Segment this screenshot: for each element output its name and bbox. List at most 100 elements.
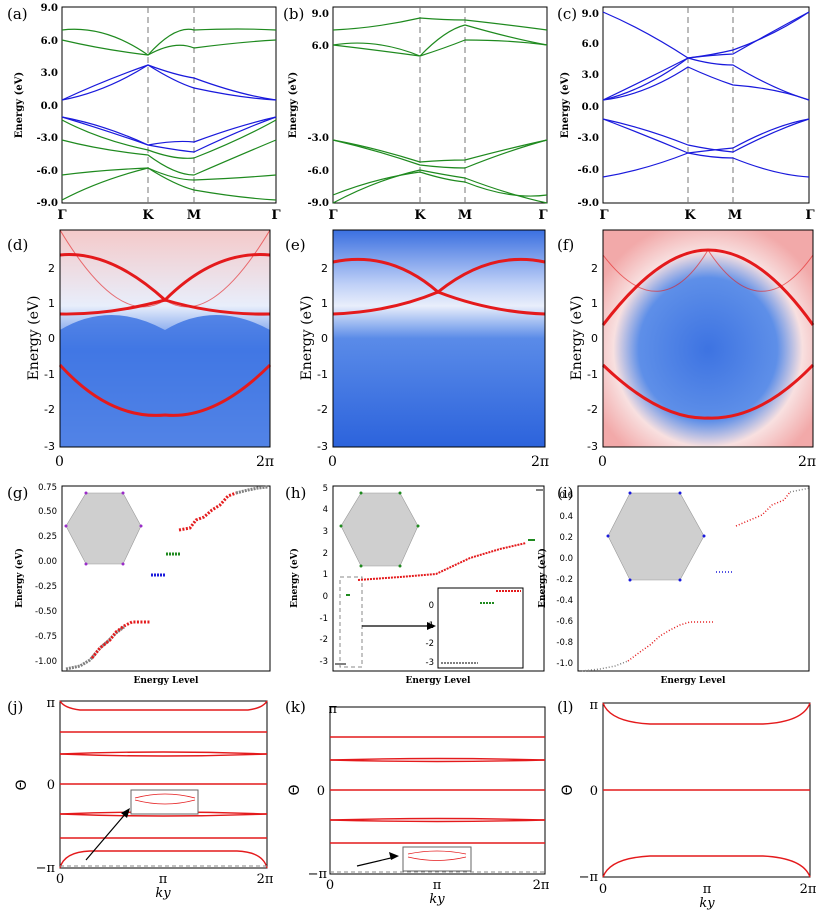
panel-letter: (c) [557,5,577,23]
xtick: π [159,872,168,887]
ytick: -1.0 [556,659,573,669]
panel-letter: (g) [7,484,28,502]
ytick: 3.0 [41,68,58,79]
ytick: −π [36,861,56,876]
xtick: 2π [256,454,274,470]
kpoint-label: K [684,208,696,223]
kpoint-label: M [458,208,472,223]
x-axis-label: ky [155,886,171,901]
x-axis-label: Energy Level [661,676,727,686]
panel-letter: (h) [285,484,306,502]
ytick: -6.0 [577,165,599,176]
ytick: 0.2 [559,533,573,543]
xtick: 2π [798,454,816,470]
ytick: 0.50 [38,507,57,517]
panel-e [332,229,546,448]
ytick: π [46,696,55,711]
ytick: 2 [48,262,55,275]
ytick: 0 [590,784,598,799]
panel-letter: (d) [7,236,28,254]
ytick: -3.0 [577,133,599,144]
y-axis-label: Energy (eV) [569,296,585,381]
ytick: 9.0 [41,3,58,14]
ytick: 0.25 [38,532,57,542]
ytick: 9.0 [582,9,599,20]
panel-l [602,702,811,878]
ytick: -9.0 [577,198,599,209]
y-axis-label: Θ [287,784,303,795]
ytick: 0.6 [559,491,573,501]
ytick: 0 [591,332,598,345]
xtick: 0 [328,454,337,470]
kpoint-label: Γ [599,208,609,223]
ytick: 2 [323,549,328,559]
ytick: π [589,698,598,713]
ytick: 6.0 [312,41,329,52]
ytick: 0 [317,784,325,799]
inset-ytick: -2 [426,639,434,649]
panel-letter: (b) [283,5,304,23]
panel-f [601,229,815,448]
ytick: -1 [317,368,328,381]
ytick: π [328,702,337,717]
inset-ytick: -1 [426,621,434,631]
panel-a [61,6,277,204]
panel-letter: (e) [285,236,306,254]
ytick: -1.00 [35,657,57,667]
ytick: 6.0 [582,39,599,50]
panel-d [58,229,272,448]
y-axis-label: Energy (eV) [288,72,299,138]
ytick: 3 [323,527,328,537]
xtick: 0 [55,454,64,470]
panel-i [577,485,811,672]
y-axis-label: Energy (eV) [14,72,25,138]
ytick: -0.75 [35,632,57,642]
xtick: 2π [800,882,817,897]
ytick: 0 [47,778,55,793]
ytick: -9.0 [36,198,58,209]
ytick: 1 [321,297,328,310]
y-axis-label: Energy (eV) [537,548,548,608]
y-axis-label: Energy (eV) [299,296,315,381]
panel-letter: (a) [7,5,28,23]
ytick: -0.50 [35,607,57,617]
kpoint-label: K [414,208,426,223]
kpoint-label: Γ [57,208,67,223]
y-axis-label: Energy (eV) [26,296,42,381]
ytick: 2 [591,262,598,275]
kpoint-label: Γ [805,208,815,223]
x-axis-label: Energy Level [406,676,472,686]
panel-letter: (l) [557,698,574,716]
ytick: -9.0 [307,198,329,209]
x-axis-label: ky [429,892,445,907]
ytick: 1 [323,570,328,580]
ytick: −π [579,870,599,885]
xtick: 0 [326,878,334,893]
y-axis-label: Energy (eV) [289,548,300,608]
xtick: 0 [599,882,607,897]
xtick: 2π [257,872,274,887]
ytick: 4 [323,505,328,515]
ytick: -0.25 [35,582,57,592]
panel-h [332,485,545,672]
panel-c [602,6,810,204]
ytick: 5 [323,484,328,494]
xtick: π [433,878,442,893]
panel-letter: (j) [7,698,23,716]
ytick: 1 [591,297,598,310]
ytick: -1 [320,614,328,624]
ytick: 3.0 [582,70,599,81]
x-axis-label: ky [699,896,715,911]
inset-ytick: 0 [429,601,434,611]
ytick: -2 [320,635,328,645]
kpoint-label: M [187,208,201,223]
x-axis-label: Energy Level [134,676,200,686]
ytick: -6.0 [36,166,58,177]
ytick: -2 [44,403,55,416]
panel-b [332,6,548,204]
ytick: -3.0 [36,133,58,144]
ytick: -3 [44,440,55,453]
xtick: 2π [531,454,549,470]
panel-letter: (f) [557,236,574,254]
